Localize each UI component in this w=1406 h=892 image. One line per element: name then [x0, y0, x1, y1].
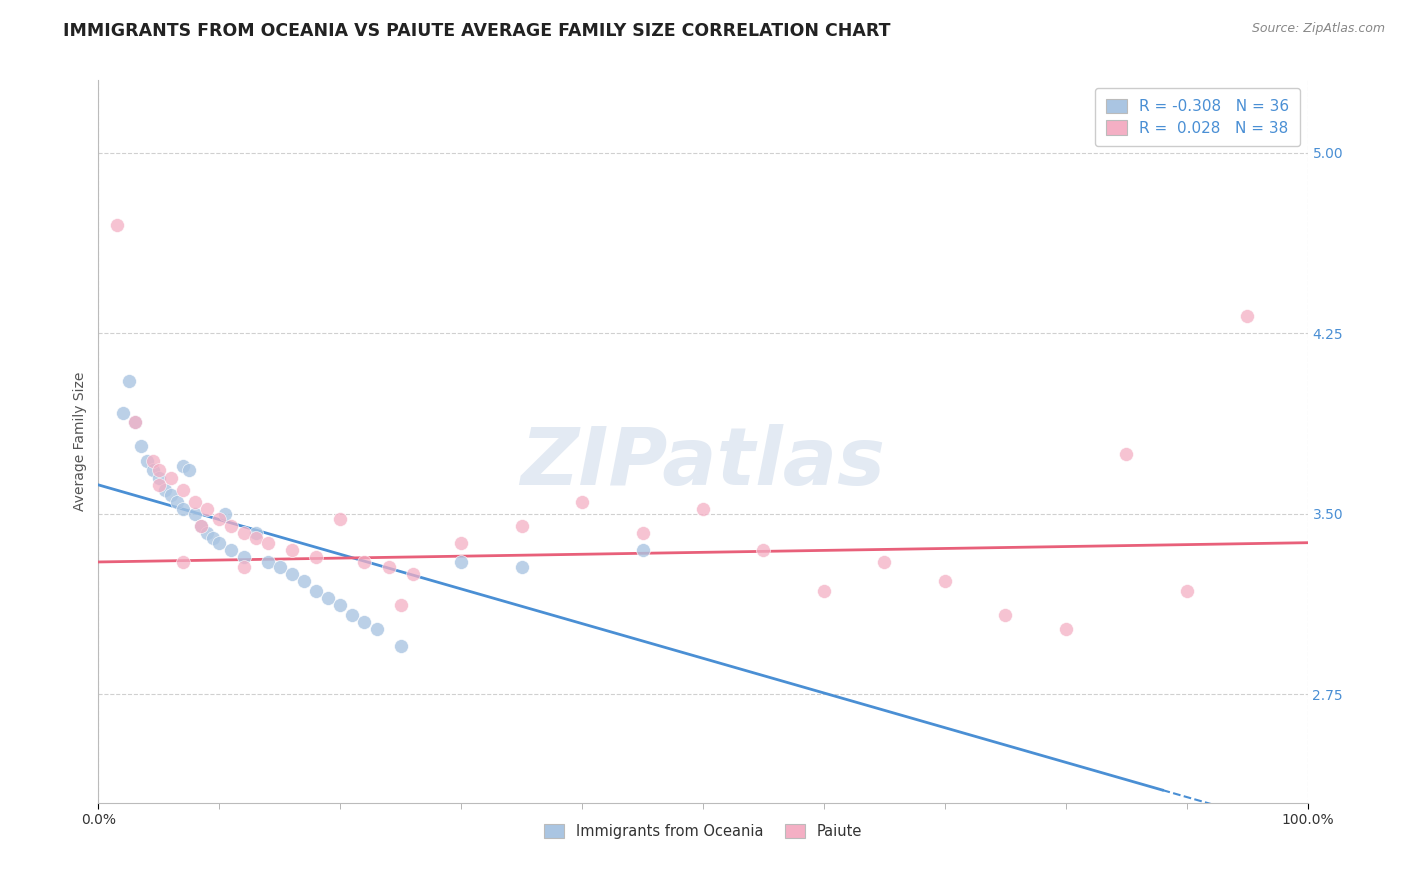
Point: [166, 494, 188, 508]
Point: [153, 483, 176, 497]
Point: [172, 458, 194, 473]
Point: [281, 542, 304, 557]
Point: [129, 439, 152, 453]
Point: [1115, 446, 1137, 460]
Y-axis label: Average Family Size: Average Family Size: [73, 372, 87, 511]
Point: [214, 507, 236, 521]
Point: [571, 494, 593, 508]
Point: [232, 526, 254, 541]
Point: [450, 555, 472, 569]
Point: [232, 559, 254, 574]
Point: [316, 591, 339, 605]
Point: [245, 526, 267, 541]
Point: [692, 502, 714, 516]
Point: [256, 555, 278, 569]
Point: [202, 531, 225, 545]
Point: [118, 375, 141, 389]
Point: [142, 463, 165, 477]
Point: [160, 487, 183, 501]
Text: IMMIGRANTS FROM OCEANIA VS PAIUTE AVERAGE FAMILY SIZE CORRELATION CHART: IMMIGRANTS FROM OCEANIA VS PAIUTE AVERAG…: [63, 22, 891, 40]
Point: [366, 623, 388, 637]
Point: [172, 502, 194, 516]
Point: [208, 535, 231, 549]
Text: Source: ZipAtlas.com: Source: ZipAtlas.com: [1251, 22, 1385, 36]
Point: [269, 559, 291, 574]
Point: [172, 555, 194, 569]
Point: [402, 567, 425, 582]
Point: [353, 615, 375, 630]
Point: [631, 526, 654, 541]
Point: [994, 607, 1017, 622]
Point: [1175, 583, 1198, 598]
Point: [221, 518, 243, 533]
Point: [221, 542, 243, 557]
Point: [305, 583, 328, 598]
Point: [148, 463, 170, 477]
Point: [281, 567, 304, 582]
Point: [135, 454, 157, 468]
Point: [190, 518, 212, 533]
Point: [179, 463, 201, 477]
Point: [160, 470, 183, 484]
Point: [195, 526, 218, 541]
Point: [813, 583, 835, 598]
Point: [148, 470, 170, 484]
Point: [1236, 310, 1258, 324]
Point: [510, 559, 533, 574]
Point: [172, 483, 194, 497]
Text: ZIPatlas: ZIPatlas: [520, 425, 886, 502]
Point: [389, 599, 412, 613]
Point: [195, 502, 218, 516]
Point: [873, 555, 896, 569]
Point: [377, 559, 399, 574]
Point: [148, 478, 170, 492]
Point: [510, 518, 533, 533]
Point: [190, 518, 212, 533]
Point: [111, 406, 134, 420]
Point: [232, 550, 254, 565]
Point: [208, 511, 231, 525]
Point: [934, 574, 956, 589]
Point: [342, 607, 364, 622]
Point: [245, 531, 267, 545]
Point: [184, 494, 207, 508]
Point: [124, 415, 146, 429]
Legend: Immigrants from Oceania, Paiute: Immigrants from Oceania, Paiute: [536, 816, 870, 847]
Point: [305, 550, 328, 565]
Point: [105, 218, 128, 232]
Point: [256, 535, 278, 549]
Point: [292, 574, 315, 589]
Point: [1054, 623, 1077, 637]
Point: [142, 454, 165, 468]
Point: [631, 542, 654, 557]
Point: [752, 542, 775, 557]
Point: [329, 599, 352, 613]
Point: [450, 535, 472, 549]
Point: [329, 511, 352, 525]
Point: [353, 555, 375, 569]
Point: [184, 507, 207, 521]
Point: [124, 415, 146, 429]
Point: [389, 639, 412, 653]
